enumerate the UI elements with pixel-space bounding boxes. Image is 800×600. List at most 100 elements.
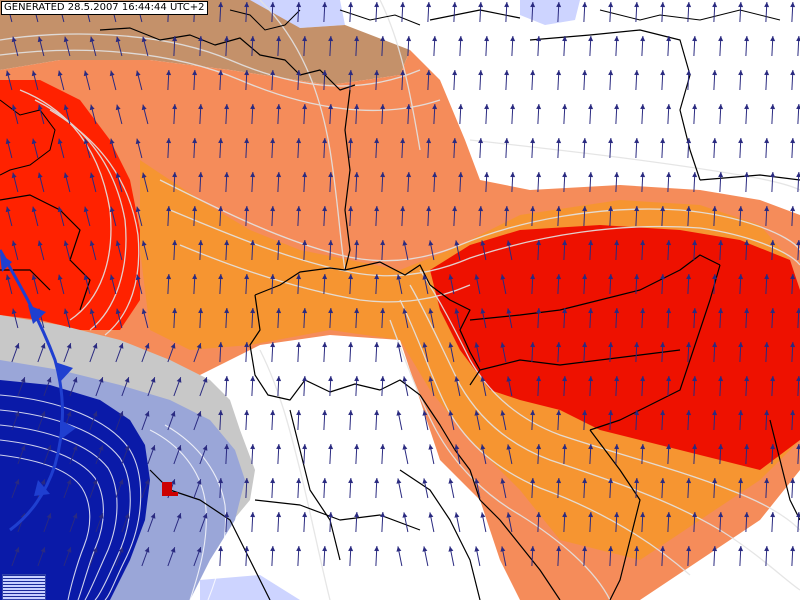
- arrow-icon: [118, 343, 124, 349]
- arrow-icon: [63, 308, 69, 315]
- arrow-icon: [63, 240, 69, 247]
- arrow-icon: [448, 410, 454, 416]
- arrow-icon: [198, 240, 204, 246]
- arrow-icon: [354, 240, 360, 246]
- arrow-icon: [348, 206, 354, 212]
- arrow-icon: [640, 444, 646, 450]
- arrow-icon: [588, 240, 594, 246]
- arrow-icon: [744, 512, 750, 518]
- arrow-icon: [98, 445, 104, 451]
- arrow-icon: [224, 36, 230, 42]
- brown-field-north: [0, 0, 410, 85]
- arrow-icon: [14, 547, 20, 553]
- arrow-icon: [790, 478, 796, 484]
- arrow-icon: [302, 376, 308, 382]
- wind-arrows: [5, 2, 800, 567]
- arrow-icon: [448, 342, 454, 348]
- cold-front: [0, 249, 76, 532]
- arrow-icon: [692, 172, 698, 178]
- arrow-icon: [92, 411, 98, 417]
- arrow-icon: [322, 206, 328, 212]
- arrow-icon: [98, 513, 104, 519]
- arrow-icon: [135, 70, 141, 77]
- arrow-icon: [764, 70, 770, 76]
- arrow-icon: [270, 274, 276, 280]
- arrow-icon: [744, 240, 750, 246]
- arrow-icon: [790, 206, 796, 212]
- arrow-icon: [588, 308, 594, 314]
- arrow-icon: [504, 138, 510, 144]
- arrow-icon: [562, 172, 568, 178]
- arrow-icon: [270, 2, 276, 8]
- arrow-icon: [202, 377, 208, 383]
- arrow-icon: [422, 274, 428, 280]
- arrow-icon: [302, 444, 308, 450]
- arrow-icon: [712, 342, 718, 348]
- arrow-icon: [712, 410, 718, 416]
- arrow-icon: [322, 274, 328, 280]
- arrow-icon: [506, 444, 512, 450]
- arrow-icon: [582, 70, 588, 76]
- arrow-icon: [402, 444, 408, 450]
- arrow-icon: [348, 274, 354, 280]
- low-pressure-marker-icon: [162, 482, 178, 496]
- arrow-icon: [738, 138, 744, 144]
- arrow-icon: [536, 512, 542, 518]
- arrow-icon: [790, 546, 796, 552]
- arrow-icon: [83, 206, 89, 213]
- arrow-icon: [244, 478, 250, 484]
- arrow-icon: [666, 104, 672, 110]
- arrow-icon: [72, 445, 78, 451]
- arrow-icon: [582, 138, 588, 144]
- arrow-icon: [712, 478, 718, 484]
- arrow-icon: [666, 172, 672, 178]
- arrow-icon: [11, 172, 17, 179]
- arrow-icon: [192, 70, 198, 76]
- arrow-icon: [738, 410, 744, 416]
- arrow-icon: [374, 546, 380, 552]
- arrow-icon: [634, 546, 640, 552]
- arrow-icon: [506, 308, 512, 314]
- arrow-icon: [322, 546, 328, 552]
- arrow-icon: [608, 274, 614, 280]
- arrow-icon: [556, 70, 562, 76]
- arrow-icon: [224, 444, 230, 450]
- arrow-icon: [640, 376, 646, 382]
- arrow-icon: [530, 206, 536, 212]
- arrow-icon: [796, 512, 800, 518]
- arrow-icon: [614, 104, 620, 110]
- arrow-icon: [764, 274, 770, 280]
- arrow-icon: [796, 104, 800, 110]
- arrow-icon: [176, 377, 182, 383]
- arrow-icon: [458, 36, 464, 42]
- arrow-icon: [141, 104, 147, 111]
- arrow-icon: [400, 138, 406, 144]
- arrow-icon: [244, 206, 250, 212]
- arrow-icon: [640, 104, 646, 110]
- arrow-icon: [530, 410, 536, 416]
- arrow-icon: [530, 274, 536, 280]
- arrow-icon: [582, 546, 588, 552]
- arrow-icon: [484, 104, 490, 110]
- arrow-icon: [400, 70, 406, 76]
- arrow-icon: [770, 104, 776, 110]
- arrow-icon: [276, 512, 282, 518]
- arrow-icon: [660, 478, 666, 484]
- arrow-icon: [790, 342, 796, 348]
- arrow-icon: [172, 104, 178, 110]
- arrow-icon: [396, 546, 402, 552]
- arrow-icon: [224, 172, 230, 178]
- arrow-icon: [276, 376, 282, 382]
- arrow-icon: [14, 479, 20, 485]
- arrow-icon: [614, 172, 620, 178]
- arrow-icon: [218, 2, 224, 8]
- arrow-icon: [224, 240, 230, 246]
- arrow-icon: [296, 70, 302, 76]
- arrow-icon: [484, 36, 490, 42]
- arrow-icon: [63, 104, 69, 111]
- arrow-icon: [660, 342, 666, 348]
- arrow-icon: [608, 70, 614, 76]
- arrow-icon: [744, 172, 750, 178]
- arrow-icon: [296, 410, 302, 416]
